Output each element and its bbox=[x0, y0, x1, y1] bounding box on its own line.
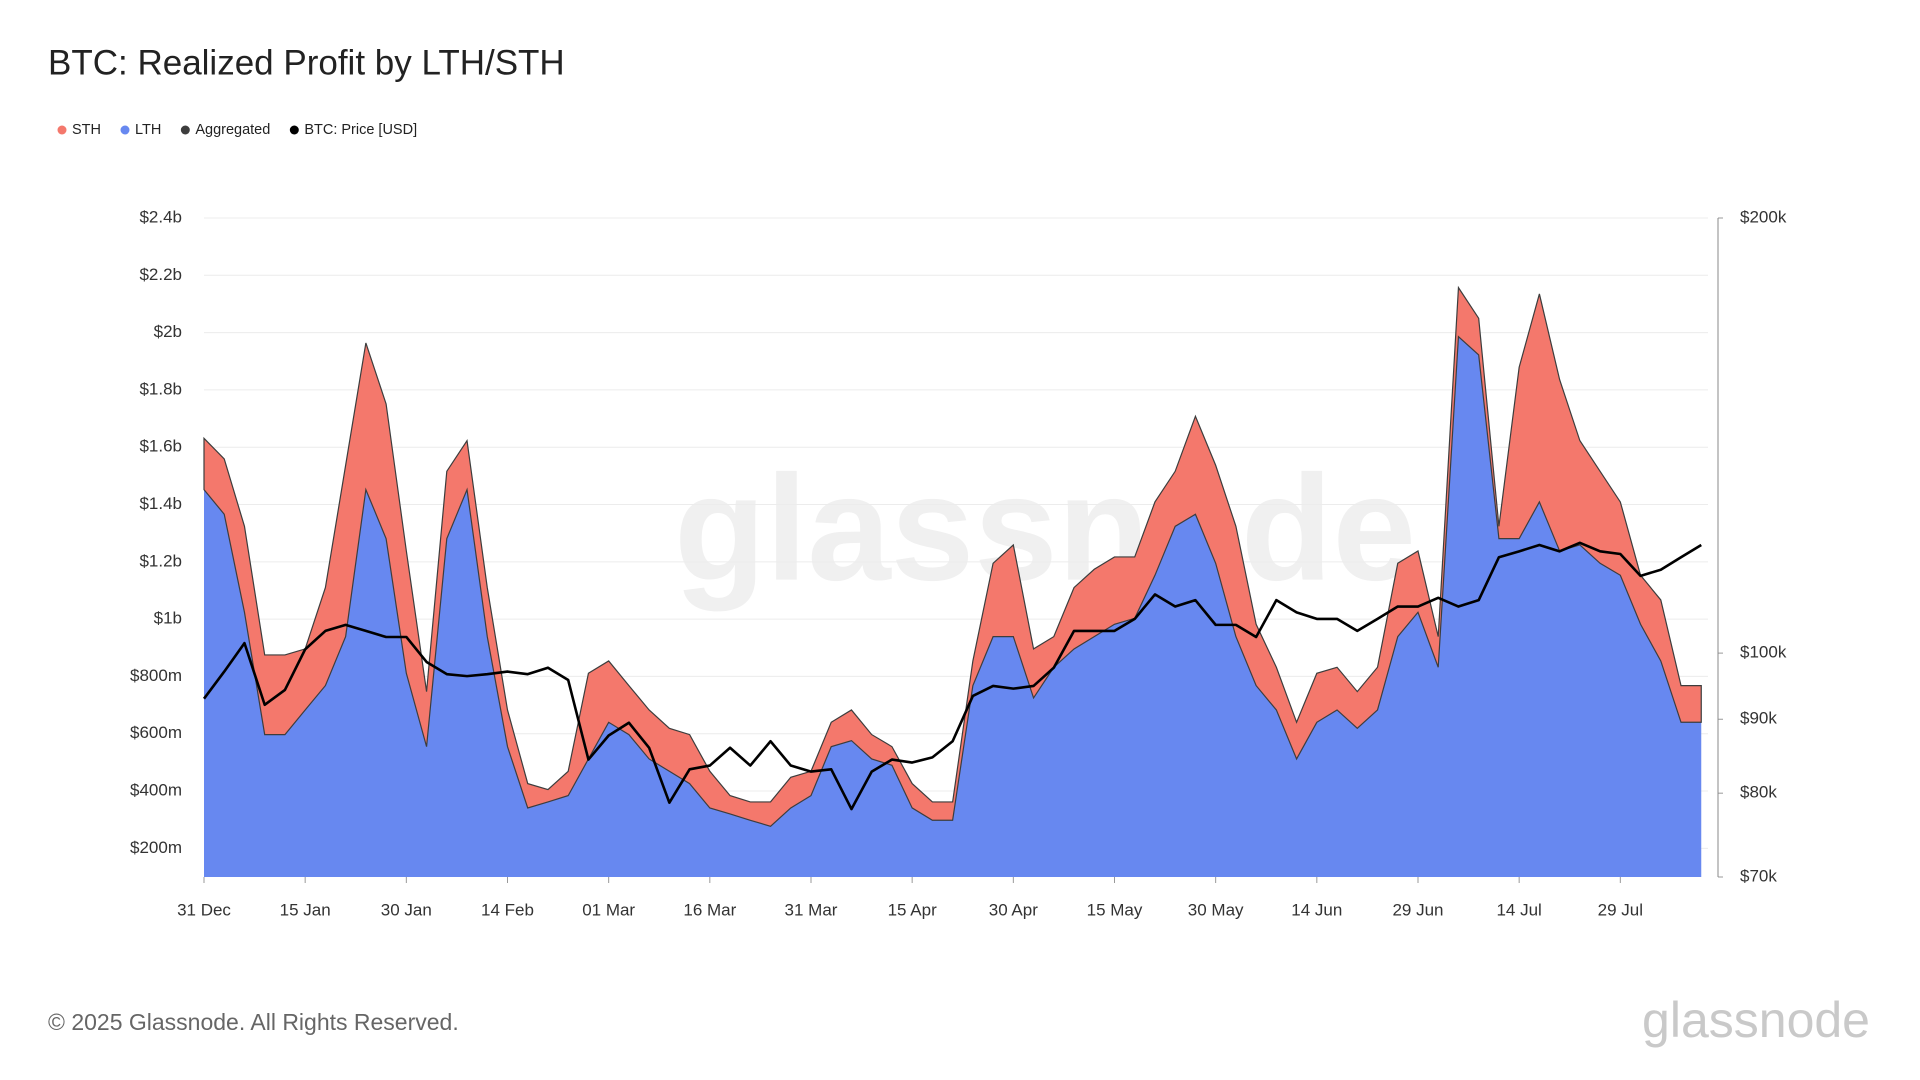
x-tick-label: 30 May bbox=[1188, 900, 1244, 919]
y-tick-label: $600m bbox=[130, 723, 182, 742]
y-tick-label: $1.4b bbox=[139, 494, 182, 513]
x-tick-label: 16 Mar bbox=[683, 900, 736, 919]
logo: glassnode bbox=[1642, 992, 1870, 1048]
watermark: glassnode bbox=[674, 444, 1416, 612]
y-tick-label: $800m bbox=[130, 666, 182, 685]
legend-label: STH bbox=[72, 122, 101, 138]
copyright: © 2025 Glassnode. All Rights Reserved. bbox=[48, 1009, 459, 1035]
y2-tick-label: $90k bbox=[1740, 709, 1777, 728]
legend-swatch bbox=[57, 125, 67, 135]
area-sth bbox=[203, 285, 1702, 827]
y-tick-label: $2.4b bbox=[139, 207, 182, 226]
y-tick-label: $1b bbox=[154, 609, 182, 628]
legend-label: LTH bbox=[135, 122, 161, 138]
y2-tick-label: $100k bbox=[1740, 643, 1787, 662]
x-tick-label: 29 Jun bbox=[1392, 900, 1443, 919]
y-tick-label: $1.6b bbox=[139, 437, 182, 456]
x-tick-label: 30 Jan bbox=[381, 900, 432, 919]
legend-swatch bbox=[180, 125, 190, 135]
y-tick-label: $1.2b bbox=[139, 551, 182, 570]
x-tick-label: 30 Apr bbox=[989, 900, 1038, 919]
legend-label: BTC: Price [USD] bbox=[304, 122, 417, 138]
x-tick-label: 15 May bbox=[1087, 900, 1143, 919]
y2-tick-label: $70k bbox=[1740, 866, 1777, 885]
x-tick-label: 14 Jul bbox=[1496, 900, 1541, 919]
x-tick-label: 29 Jul bbox=[1598, 900, 1643, 919]
chart-title: BTC: Realized Profit by LTH/STH bbox=[48, 43, 565, 82]
y-tick-label: $1.8b bbox=[139, 379, 182, 398]
x-tick-label: 14 Feb bbox=[481, 900, 534, 919]
x-tick-label: 31 Dec bbox=[177, 900, 231, 919]
y2-tick-label: $200k bbox=[1740, 207, 1787, 226]
x-tick-label: 01 Mar bbox=[582, 900, 635, 919]
legend-swatch bbox=[289, 125, 299, 135]
legend-swatch bbox=[120, 125, 130, 135]
x-tick-label: 15 Jan bbox=[280, 900, 331, 919]
area-lth bbox=[204, 336, 1702, 877]
x-tick-label: 14 Jun bbox=[1291, 900, 1342, 919]
y-tick-label: $2b bbox=[154, 322, 182, 341]
x-tick-label: 15 Apr bbox=[888, 900, 937, 919]
y-tick-label: $200m bbox=[130, 838, 182, 857]
legend: STH LTH Aggregated BTC: Price [USD] bbox=[57, 122, 417, 138]
x-tick-label: 31 Mar bbox=[785, 900, 838, 919]
price-line bbox=[202, 541, 1702, 811]
y2-tick-label: $80k bbox=[1740, 783, 1777, 802]
y-tick-label: $400m bbox=[130, 781, 182, 800]
y-tick-label: $2.2b bbox=[139, 265, 182, 284]
legend-label: Aggregated bbox=[195, 122, 270, 138]
